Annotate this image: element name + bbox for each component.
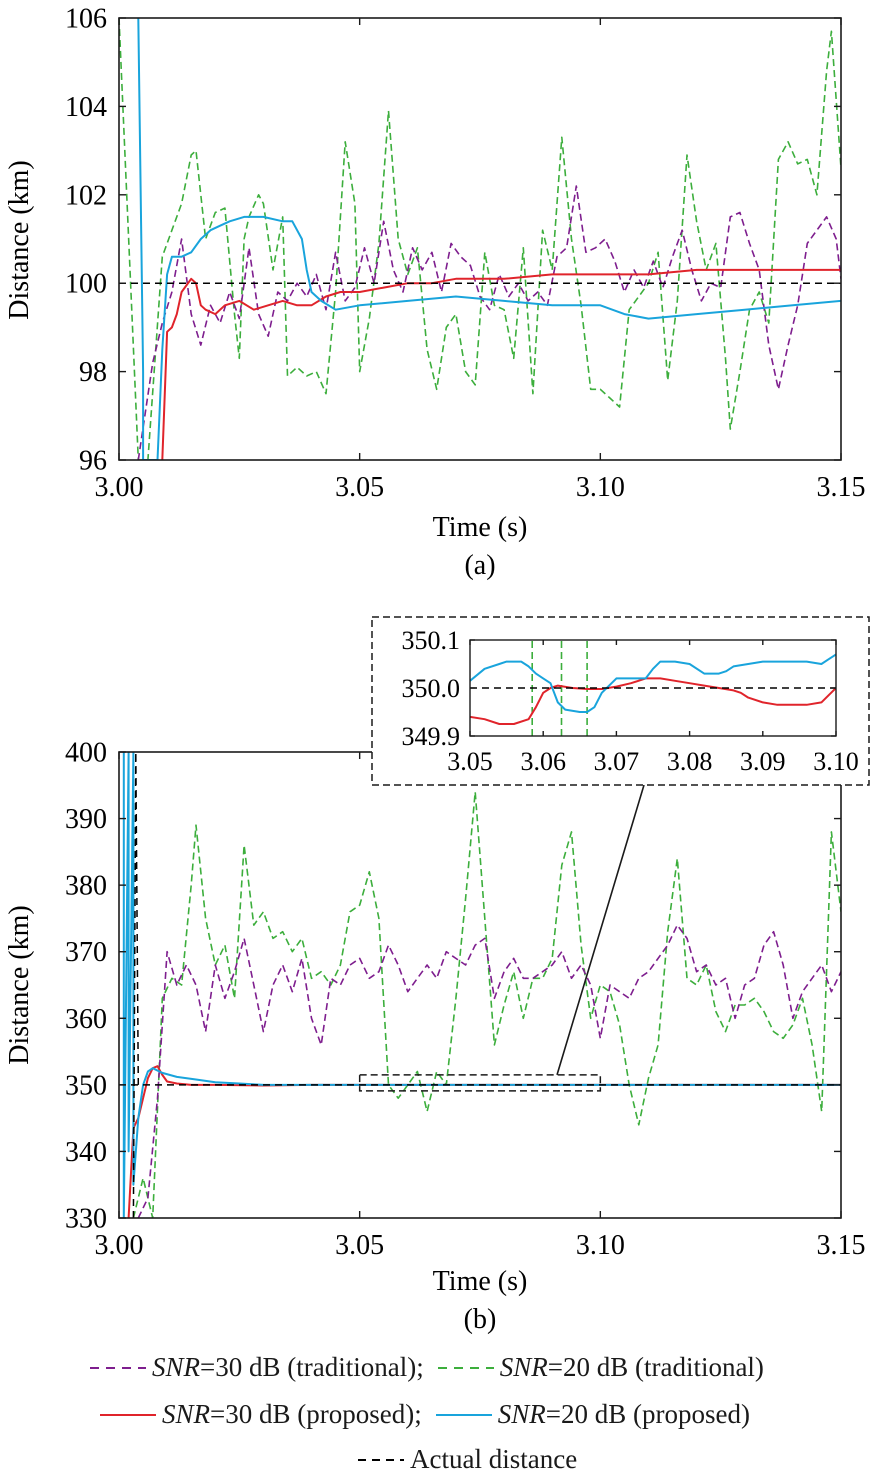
series-line-prop30-i-1 xyxy=(470,677,836,725)
panel-b-series xyxy=(119,752,841,1218)
legend-swatch-trad30 xyxy=(90,1366,146,1369)
legend-row-3: Actual distance xyxy=(358,1444,577,1475)
legend-text-prop20: =20 dB (proposed) xyxy=(545,1399,750,1429)
series-line-trad30-b-1 xyxy=(137,924,841,1218)
legend-text-trad30-italic: SNR xyxy=(152,1352,201,1382)
panel-b: 330 340 350 360 370 380 390 400 3.00 3.05 3.10 3.1… xyxy=(4,738,866,1335)
x-tick-label-b-3: 3.15 xyxy=(817,1230,866,1261)
x-tick-label-i-1: 3.06 xyxy=(520,747,566,776)
legend-text-prop30-italic: SNR xyxy=(162,1399,211,1429)
inset-series xyxy=(470,640,836,736)
panel-b-x-axis-label: Time (s) xyxy=(433,1266,528,1297)
legend-sep-2: ; xyxy=(414,1399,422,1429)
legend-item-actual: Actual distance xyxy=(358,1444,577,1475)
y-tick-label-i-1: 350.0 xyxy=(402,674,461,703)
series-line-prop30-a-2 xyxy=(161,268,841,460)
series-line-prop20-a-3 xyxy=(137,18,841,460)
panel-a-label: (a) xyxy=(464,550,495,581)
y-tick-label-i-0: 349.9 xyxy=(402,722,461,751)
series-line-trad30-a-1 xyxy=(137,185,841,460)
panel-b-y-ticks: 330 340 350 360 370 380 390 400 xyxy=(65,738,841,1235)
legend-item-prop20: SNR =20 dB (proposed) xyxy=(435,1399,750,1430)
inset-dashed-border xyxy=(371,616,870,786)
panel-a-series xyxy=(119,18,841,460)
y-tick-label-i-2: 350.1 xyxy=(402,626,461,655)
y-tick-label-b-7: 400 xyxy=(65,738,107,769)
legend-text-prop30: =30 dB (proposed) xyxy=(210,1399,415,1429)
y-tick-label-b-0: 330 xyxy=(65,1204,107,1235)
series-line-trad20-b-0 xyxy=(132,791,841,1218)
x-tick-label-i-3: 3.08 xyxy=(667,747,713,776)
legend-text-trad20-italic: SNR xyxy=(499,1352,548,1382)
y-tick-label-a-1: 98 xyxy=(79,357,107,388)
panel-b-y-axis-label: Distance (km) xyxy=(4,905,35,1064)
series-line-trad20-a-0 xyxy=(119,18,841,460)
panel-a-y-axis-label: Distance (km) xyxy=(4,160,35,319)
y-tick-label-b-5: 380 xyxy=(65,871,107,902)
legend-text-trad20: =20 dB (traditional) xyxy=(547,1352,764,1382)
legend-sep-1: ; xyxy=(416,1352,424,1382)
legend-row-2: SNR =30 dB (proposed); SNR =20 dB (propose… xyxy=(100,1399,750,1430)
series-line-prop20-b-3 xyxy=(122,752,841,1218)
x-tick-label-b-1: 3.05 xyxy=(335,1230,384,1261)
y-tick-label-b-3: 360 xyxy=(65,1004,107,1035)
legend-item-prop30: SNR =30 dB (proposed); xyxy=(100,1399,436,1430)
x-tick-label-a-0: 3.00 xyxy=(95,472,144,503)
legend-swatch-prop20 xyxy=(435,1413,492,1416)
panel-b-plot-frame xyxy=(118,751,842,1219)
y-tick-label-a-2: 100 xyxy=(65,269,107,300)
y-tick-label-a-4: 104 xyxy=(65,92,107,123)
panel-a-y-ticks: 96 98 100 102 104 106 xyxy=(65,4,841,477)
inset-chart: 349.9 350.0 350.1 3.05 3.06 3.07 3.08 3.09 3.10 xyxy=(371,616,870,786)
y-tick-label-a-0: 96 xyxy=(79,446,107,477)
panel-b-label: (b) xyxy=(464,1304,497,1335)
panel-a-x-ticks: 3.00 3.05 3.10 3.15 xyxy=(95,18,866,503)
panel-a: 96 98 100 102 104 106 3.00 3.05 3.10 3.15 Time (… xyxy=(4,4,866,581)
legend-row-1: SNR =30 dB (traditional); SNR =20 dB (trad… xyxy=(90,1352,764,1383)
panel-a-x-axis-label: Time (s) xyxy=(433,512,528,543)
y-tick-label-b-1: 340 xyxy=(65,1137,107,1168)
inset-x-ticks: 3.05 3.06 3.07 3.08 3.09 3.10 xyxy=(447,640,859,776)
series-line-prop30-b-2 xyxy=(127,1065,841,1218)
y-tick-label-b-2: 350 xyxy=(65,1070,107,1101)
zoom-region-box xyxy=(358,1074,602,1092)
legend-swatch-actual xyxy=(358,1458,404,1461)
x-tick-label-b-0: 3.00 xyxy=(95,1230,144,1261)
x-tick-label-i-5: 3.10 xyxy=(813,747,859,776)
inset-y-ticks: 349.9 350.0 350.1 xyxy=(402,626,836,751)
legend-text-actual: Actual distance xyxy=(410,1444,578,1474)
x-tick-label-b-2: 3.10 xyxy=(576,1230,625,1261)
legend-swatch-trad20 xyxy=(437,1366,494,1369)
y-tick-label-b-6: 390 xyxy=(65,804,107,835)
zoom-leader-line xyxy=(556,784,645,1076)
panel-a-plot-frame xyxy=(118,17,842,461)
x-tick-label-i-4: 3.09 xyxy=(740,747,786,776)
y-tick-label-b-4: 370 xyxy=(65,937,107,968)
x-tick-label-a-3: 3.15 xyxy=(817,472,866,503)
legend-item-trad30: SNR =30 dB (traditional); xyxy=(90,1352,438,1383)
x-tick-label-a-1: 3.05 xyxy=(335,472,384,503)
legend-item-trad20: SNR =20 dB (traditional) xyxy=(437,1352,764,1383)
legend-swatch-prop30 xyxy=(100,1413,156,1416)
legend-text-trad30: =30 dB (traditional) xyxy=(200,1352,417,1382)
y-tick-label-a-5: 106 xyxy=(65,4,107,35)
panel-b-x-ticks: 3.00 3.05 3.10 3.15 xyxy=(95,752,866,1261)
x-tick-label-i-2: 3.07 xyxy=(594,747,640,776)
x-tick-label-i-0: 3.05 xyxy=(447,747,493,776)
legend-text-prop20-italic: SNR xyxy=(497,1399,546,1429)
series-line-prop20-i-0 xyxy=(470,653,836,713)
x-tick-label-a-2: 3.10 xyxy=(576,472,625,503)
y-tick-label-a-3: 102 xyxy=(65,180,107,211)
series-line-actual_spike-b-5 xyxy=(132,752,140,1218)
